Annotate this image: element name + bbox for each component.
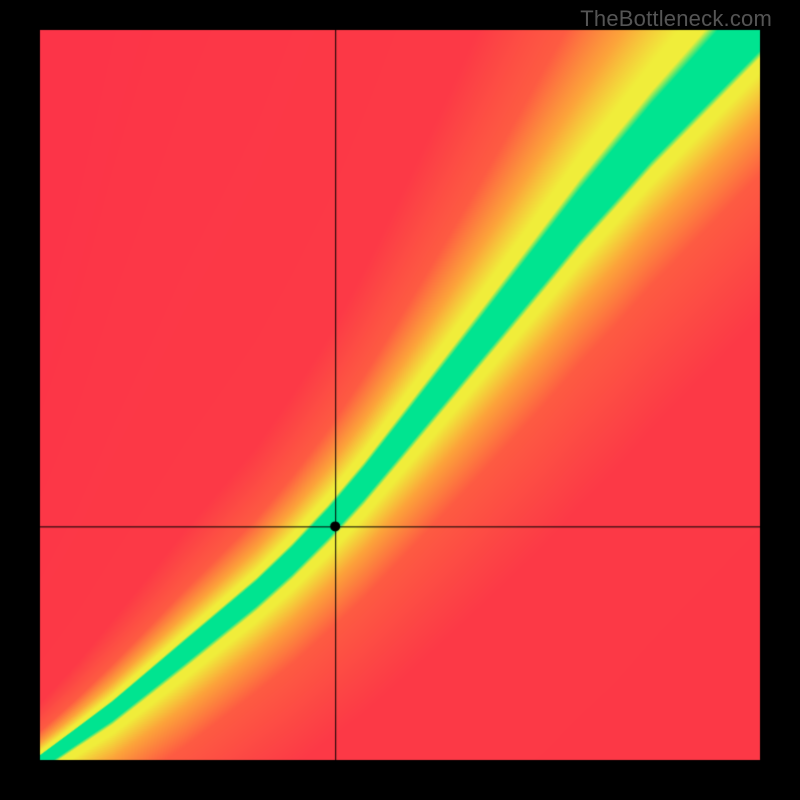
chart-container: TheBottleneck.com bbox=[0, 0, 800, 800]
bottleneck-heatmap bbox=[0, 0, 800, 800]
watermark-text: TheBottleneck.com bbox=[580, 6, 772, 32]
